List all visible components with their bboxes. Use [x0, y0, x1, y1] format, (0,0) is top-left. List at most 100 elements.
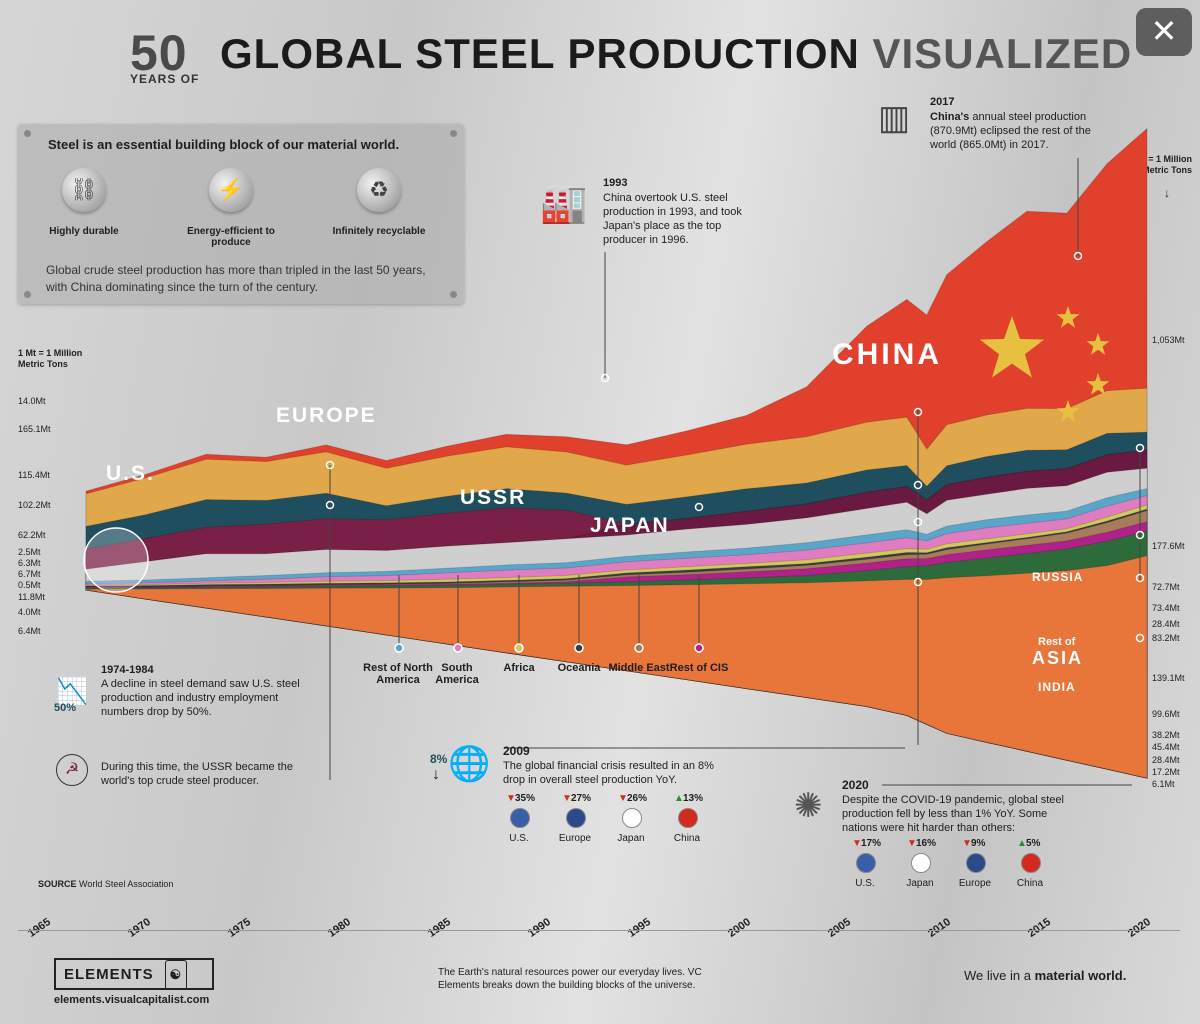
arrow-down-icon: ↓: [432, 766, 440, 783]
close-button[interactable]: ✕: [1136, 8, 1192, 56]
info-heading: Steel is an essential building block of …: [48, 137, 400, 152]
region-label: Rest of North America: [363, 662, 433, 686]
arrow-up-icon: ▲: [1017, 838, 1027, 849]
country-label: Japan: [617, 833, 645, 844]
country-label: Europe: [958, 878, 992, 889]
title-number: 50: [130, 25, 188, 81]
factory-icon: 🏭: [540, 183, 588, 225]
annotation-2017-text: China's annual steel production (870.9Mt…: [930, 110, 1110, 152]
annotation-2017-country: China's: [930, 111, 970, 123]
logo-icon: ☯: [164, 960, 187, 990]
change-percent: 27%: [571, 793, 592, 804]
region-label: Rest of CIS: [669, 662, 729, 674]
annotation-marker: [1135, 530, 1145, 540]
footer-center-text: The Earth's natural resources power our …: [438, 967, 702, 991]
annotation-ussr-text: During this time, the USSR became the wo…: [101, 761, 293, 787]
left-axis-label: 115.4Mt: [18, 470, 50, 480]
area-label-ussr: USSR: [460, 486, 527, 509]
area-label-us: U.S.: [106, 462, 155, 485]
recycle-icon: ♻: [357, 168, 401, 212]
annotation-1993-text: China overtook U.S. steel production in …: [603, 192, 742, 246]
annotation-2020-year: 2020: [842, 778, 869, 792]
left-axis-label: 165.1Mt: [18, 424, 51, 434]
arrow-down-icon: ▼: [907, 838, 917, 849]
region-label: Africa: [503, 662, 535, 674]
annotation-2009-badge: 8%: [430, 752, 448, 766]
annotation-2017-year: 2017: [930, 96, 955, 108]
left-axis-label: 6.4Mt: [18, 626, 41, 636]
area-label-india: INDIA: [1038, 680, 1076, 694]
magnifier-circle: [83, 527, 149, 593]
annotation-marker: [1073, 251, 1083, 261]
right-axis-label: 6.1Mt: [1152, 779, 1175, 789]
unit-note-left: 1 Mt = 1 Million Metric Tons: [18, 348, 83, 369]
screw-icon: [450, 130, 457, 137]
annotation-2009-text: The global financial crisis resulted in …: [503, 760, 714, 786]
region-marker: [694, 643, 704, 653]
screw-icon: [450, 291, 457, 298]
title-years: YEARS OF: [130, 72, 200, 86]
area-label-rest-asia-top: Rest of: [1038, 636, 1076, 648]
annotation-2009-year: 2009: [503, 744, 530, 758]
annotation-marker: [1135, 633, 1145, 643]
annotation-1974-badge: 50%: [54, 702, 77, 714]
annotation-1974-year: 1974-1984: [101, 664, 154, 676]
elements-logo[interactable]: ELEMENTS ☯: [54, 958, 214, 990]
right-axis-label: 38.2Mt: [1152, 730, 1180, 740]
right-axis-label: 73.4Mt: [1152, 603, 1180, 613]
flag-icon: [510, 808, 530, 828]
area-label-europe: EUROPE: [276, 404, 377, 427]
logo-text: ELEMENTS: [64, 966, 154, 983]
left-axis-label: 6.3Mt: [18, 558, 41, 568]
flag-icon: [911, 853, 931, 873]
country-label: Japan: [906, 878, 934, 889]
change-percent: 16%: [916, 838, 937, 849]
arrow-down-icon: ↓: [1164, 186, 1170, 200]
region-label: Oceania: [557, 662, 601, 674]
right-axis-label: 17.2Mt: [1152, 767, 1180, 777]
annotation-marker: [913, 407, 923, 417]
flag-icon: [678, 808, 698, 828]
country-label: China: [1016, 878, 1044, 889]
annotation-1974-text: A decline in steel demand saw U.S. steel…: [101, 678, 300, 718]
left-axis-label: 2.5Mt: [18, 547, 41, 557]
right-axis-label: 177.6Mt: [1152, 541, 1185, 551]
right-axis-label: 72.7Mt: [1152, 582, 1180, 592]
screw-icon: [24, 130, 31, 137]
change-percent: 26%: [627, 793, 648, 804]
left-axis-label: 11.8Mt: [18, 592, 45, 602]
change-percent: 35%: [515, 793, 536, 804]
flag-icon: [622, 808, 642, 828]
annotation-marker: [1135, 443, 1145, 453]
footer-divider: [18, 930, 1180, 931]
declining-bars-icon: 📉: [56, 676, 89, 706]
annotation-marker: [913, 517, 923, 527]
footer-url[interactable]: elements.visualcapitalist.com: [54, 994, 210, 1006]
annotation-marker: [325, 500, 335, 510]
annotation-marker: [600, 373, 610, 383]
change-percent: 5%: [1026, 838, 1041, 849]
right-axis-label: 139.1Mt: [1152, 673, 1185, 683]
left-axis-label: 4.0Mt: [18, 607, 41, 617]
region-marker: [634, 643, 644, 653]
region-label: Middle East: [608, 662, 670, 674]
title-accent-text: VISUALIZED: [872, 30, 1133, 77]
left-axis-label: 102.2Mt: [18, 500, 51, 510]
country-label: U.S.: [855, 878, 875, 889]
feature-label: Highly durable: [49, 226, 119, 237]
china-flag-star: [1056, 306, 1080, 328]
right-axis-label: 99.6Mt: [1152, 709, 1180, 719]
area-label-china: CHINA: [832, 338, 942, 371]
footer-tagline: We live in a material world.: [964, 968, 1126, 983]
feature-label: Energy-efficient to produce: [187, 226, 275, 248]
china-flag-star: [1086, 333, 1110, 355]
flag-icon: [1021, 853, 1041, 873]
annotation-marker: [1135, 573, 1145, 583]
footer-tagline-a: We live in a: [964, 968, 1031, 983]
info-text: Global crude steel production has more t…: [46, 263, 426, 294]
left-axis-label: 14.0Mt: [18, 396, 46, 406]
footer-tagline-b: material world.: [1034, 968, 1127, 983]
region-label: South America: [435, 662, 479, 686]
arrow-up-icon: ▲: [674, 793, 684, 804]
feature-label: Infinitely recyclable: [332, 226, 426, 237]
